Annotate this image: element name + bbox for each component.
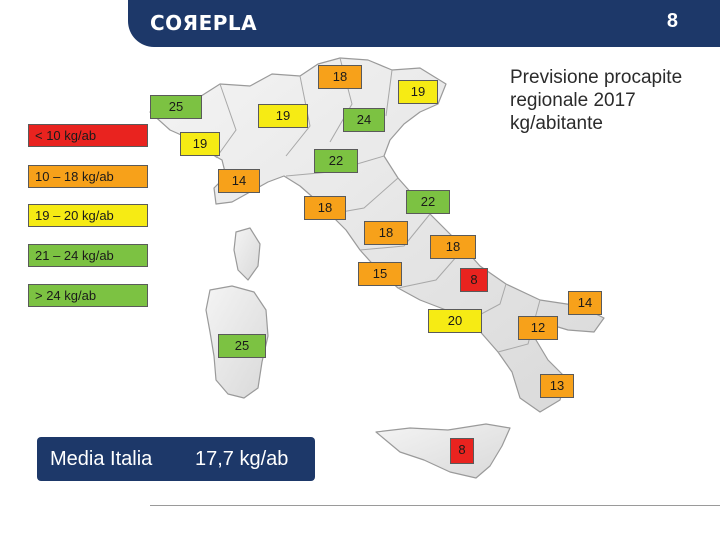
region-label-trentino-alto-adige: 18 xyxy=(318,65,362,89)
header-bar: COЯEPLA 8 xyxy=(128,0,720,47)
region-label-piemonte: 19 xyxy=(180,132,220,156)
region-label-toscana: 18 xyxy=(304,196,346,220)
legend-item-21-24: 21 – 24 kg/ab xyxy=(28,244,148,267)
average-label: Media Italia xyxy=(50,448,153,470)
region-label-basilicata: 12 xyxy=(518,316,558,340)
legend-item-19-20: 19 – 20 kg/ab xyxy=(28,204,148,227)
legend-item-10-18: 10 – 18 kg/ab xyxy=(28,165,148,188)
region-label-liguria: 14 xyxy=(218,169,260,193)
region-label-sicilia: 8 xyxy=(450,438,474,464)
legend-item-below-10: < 10 kg/ab xyxy=(28,124,148,147)
region-label-valle-daosta: 25 xyxy=(150,95,202,119)
region-label-umbria: 18 xyxy=(364,221,408,245)
region-label-sardegna: 25 xyxy=(218,334,266,358)
region-label-calabria: 13 xyxy=(540,374,574,398)
region-label-puglia: 14 xyxy=(568,291,602,315)
region-label-veneto: 24 xyxy=(343,108,385,132)
region-label-lombardia: 19 xyxy=(258,104,308,128)
footer-divider xyxy=(150,505,720,506)
average-value: 17,7 kg/ab xyxy=(195,448,289,470)
region-label-lazio: 15 xyxy=(358,262,402,286)
region-label-emilia-romagna: 22 xyxy=(314,149,358,173)
corsica-shape xyxy=(233,227,261,281)
sicily-shape xyxy=(375,423,511,479)
page-number: 8 xyxy=(666,10,678,32)
forecast-title: Previsione procapite regionale 2017 kg/a… xyxy=(510,67,683,134)
region-label-molise: 8 xyxy=(460,268,488,292)
region-label-campania: 20 xyxy=(428,309,482,333)
corepla-logo: COЯEPLA xyxy=(150,11,258,35)
region-label-marche: 22 xyxy=(406,190,450,214)
italy-average-box: Media Italia 17,7 kg/ab xyxy=(37,437,315,481)
region-label-abruzzo: 18 xyxy=(430,235,476,259)
region-label-friuli-venezia-giulia: 19 xyxy=(398,80,438,104)
legend-item-above-24: > 24 kg/ab xyxy=(28,284,148,307)
